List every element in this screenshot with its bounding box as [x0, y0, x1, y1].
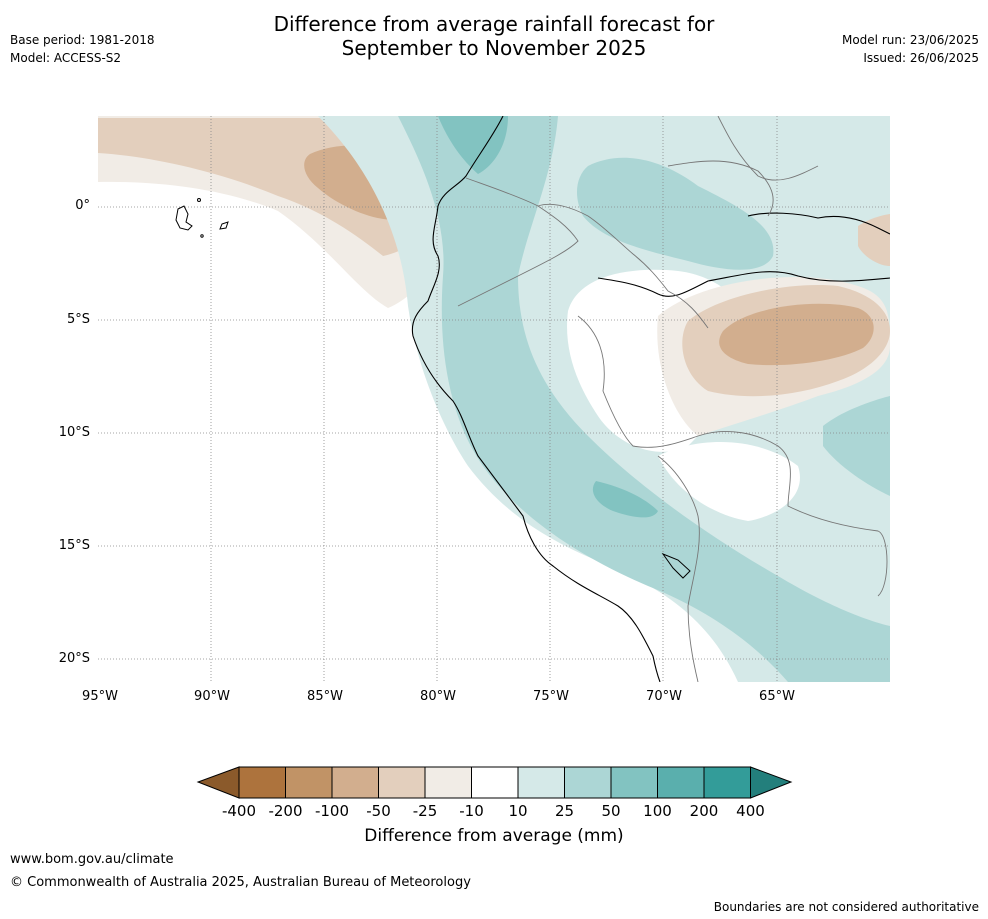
wet-band-peak-south — [592, 481, 658, 518]
y-tick-0: 0° — [75, 198, 90, 213]
colorbar-bin-5 — [424, 766, 472, 799]
x-tick-85w: 85°W — [307, 689, 343, 704]
amazon-river — [597, 271, 890, 297]
brazil-wet-medium — [823, 396, 890, 496]
y-tick-20s: 20°S — [58, 651, 90, 666]
colorbar-bin-8 — [564, 766, 612, 799]
colorbar-label: -50 — [366, 802, 391, 820]
y-tick-5s: 5°S — [66, 312, 90, 327]
base-period-text: Base period: 1981-2018 — [10, 33, 155, 47]
coastline — [411, 116, 661, 682]
rainfall-map — [98, 116, 890, 682]
model-text: Model: ACCESS-S2 — [10, 51, 122, 65]
colorbar-bin-10 — [657, 766, 705, 799]
colorbar-bin-4 — [378, 766, 426, 799]
model-run-text: Model run: 23/06/2025 — [841, 33, 979, 47]
y-tick-10s: 10°S — [58, 425, 90, 440]
wet-band-medium — [398, 116, 890, 682]
colorbar-bin-3 — [331, 766, 379, 799]
boundaries-disclaimer: Boundaries are not considered authoritat… — [713, 900, 979, 914]
wet-band-peak-north — [438, 116, 508, 174]
colorbar-bin-2 — [285, 766, 333, 799]
x-tick-90w: 90°W — [194, 689, 230, 704]
x-tick-70w: 70°W — [646, 689, 682, 704]
colorbar-bin-9 — [610, 766, 658, 799]
title-line-1: Difference from average rainfall forecas… — [273, 12, 715, 36]
colorbar-label: 200 — [689, 802, 719, 820]
colorbar-bin-11 — [703, 766, 751, 799]
issued-text: Issued: 26/06/2025 — [863, 51, 979, 65]
y-tick-15s: 15°S — [58, 538, 90, 553]
colorbar — [196, 766, 793, 799]
colorbar-label: -25 — [412, 802, 438, 820]
website-link[interactable]: www.bom.gov.au/climate — [10, 852, 174, 867]
altiplano-neutral — [658, 442, 800, 521]
wet-patch-north — [576, 157, 774, 270]
colorbar-label: -100 — [314, 802, 350, 820]
copyright-text: © Commonwealth of Australia 2025, Austra… — [10, 875, 471, 890]
colorbar-bin-1 — [238, 766, 286, 799]
colorbar-high-extend — [750, 766, 793, 799]
x-tick-75w: 75°W — [533, 689, 569, 704]
colorbar-label: 100 — [643, 802, 672, 820]
colorbar-bin-6 — [471, 766, 519, 799]
colorbar-label: 10 — [508, 802, 528, 820]
title-line-2: September to November 2025 — [341, 36, 647, 60]
lake-titicaca — [661, 552, 691, 579]
caribbean-coast — [747, 212, 890, 235]
colorbar-label: -10 — [459, 802, 484, 820]
guiana-dry — [858, 214, 890, 266]
pacific-neutral-south — [98, 256, 688, 682]
colorbar-label: 400 — [736, 802, 765, 820]
amazon-dry-core — [719, 303, 874, 366]
graticule — [98, 116, 890, 682]
x-tick-80w: 80°W — [420, 689, 456, 704]
galapagos-islands — [175, 198, 229, 238]
colorbar-label: 50 — [601, 802, 621, 820]
colorbar-label: -200 — [268, 802, 303, 820]
colorbar-label: 25 — [554, 802, 575, 820]
map-title: Difference from average rainfall forecas… — [0, 12, 988, 60]
colorbar-title: Difference from average (mm) — [364, 826, 624, 846]
x-tick-95w: 95°W — [82, 689, 118, 704]
colorbar-low-extend — [196, 766, 240, 799]
colorbar-label: -400 — [221, 802, 257, 820]
colorbar-bin-7 — [517, 766, 565, 799]
country-borders — [457, 116, 888, 682]
x-tick-65w: 65°W — [759, 689, 795, 704]
